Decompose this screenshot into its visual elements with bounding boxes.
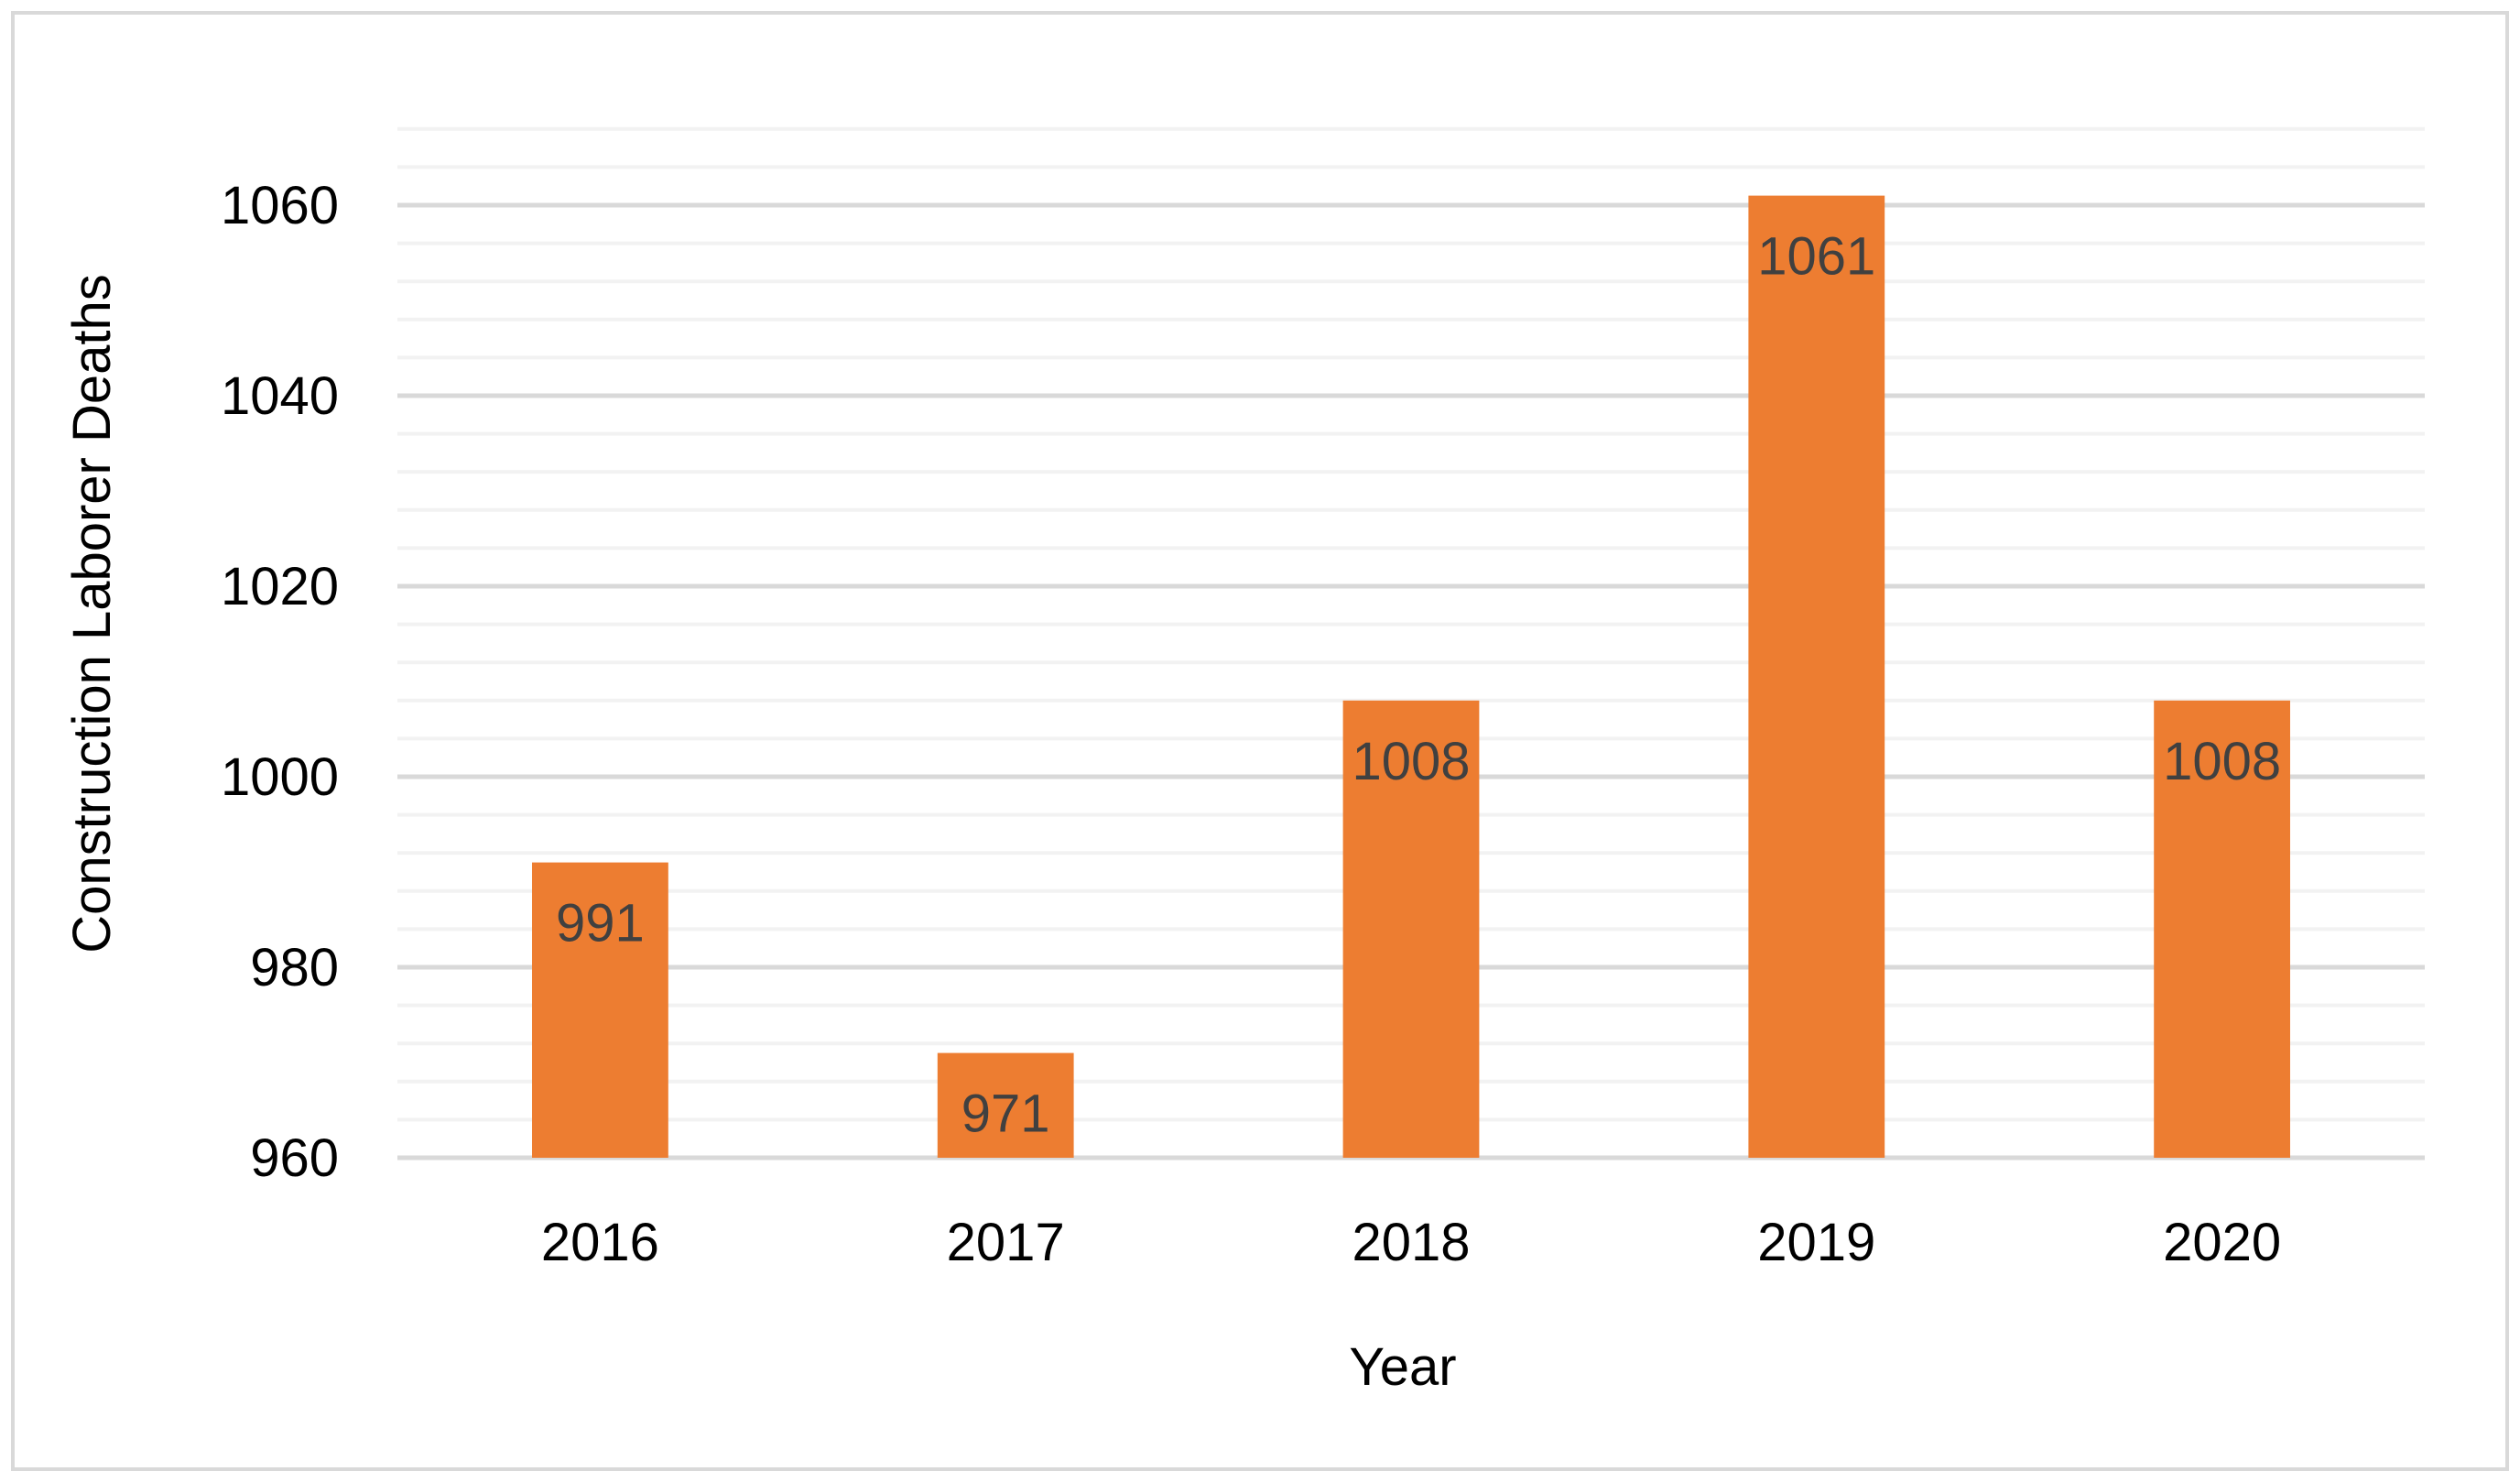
data-label-2016: 991 — [556, 894, 645, 953]
bar-2018 — [1342, 700, 1480, 1158]
y-axis-tick-labels: 960 980 1000 1020 1040 1060 — [221, 176, 339, 1188]
bar-2019 — [1748, 195, 1885, 1159]
bar-2020 — [2154, 700, 2290, 1158]
y-tick-label: 1000 — [221, 747, 339, 807]
y-tick-label: 1040 — [221, 366, 339, 426]
y-tick-label: 960 — [250, 1128, 339, 1188]
data-label-2017: 971 — [961, 1084, 1050, 1144]
minor-gridlines — [397, 126, 2425, 1122]
data-labels: 991 971 1008 1061 1008 — [556, 227, 2281, 1144]
bar-2017 — [937, 1052, 1074, 1158]
x-axis-title: Year — [1349, 1337, 1456, 1397]
data-label-2018: 1008 — [1352, 732, 1470, 791]
x-tick-label-2020: 2020 — [2163, 1213, 2281, 1272]
x-tick-label-2019: 2019 — [1757, 1213, 1875, 1272]
bar-series — [532, 195, 2290, 1159]
y-tick-label: 1020 — [221, 557, 339, 616]
chart-border — [11, 11, 2509, 1471]
y-tick-label: 1060 — [221, 176, 339, 235]
bar-2016 — [532, 862, 668, 1158]
x-tick-label-2018: 2018 — [1352, 1213, 1470, 1272]
data-label-2020: 1008 — [2163, 732, 2281, 791]
x-axis-tick-labels: 2016 2017 2018 2019 2020 — [541, 1213, 2281, 1272]
x-tick-label-2017: 2017 — [947, 1213, 1065, 1272]
y-tick-label: 980 — [250, 938, 339, 997]
data-label-2019: 1061 — [1757, 227, 1875, 287]
y-axis-title: Construction Laborer Deaths — [62, 274, 122, 953]
x-tick-label-2016: 2016 — [541, 1213, 659, 1272]
